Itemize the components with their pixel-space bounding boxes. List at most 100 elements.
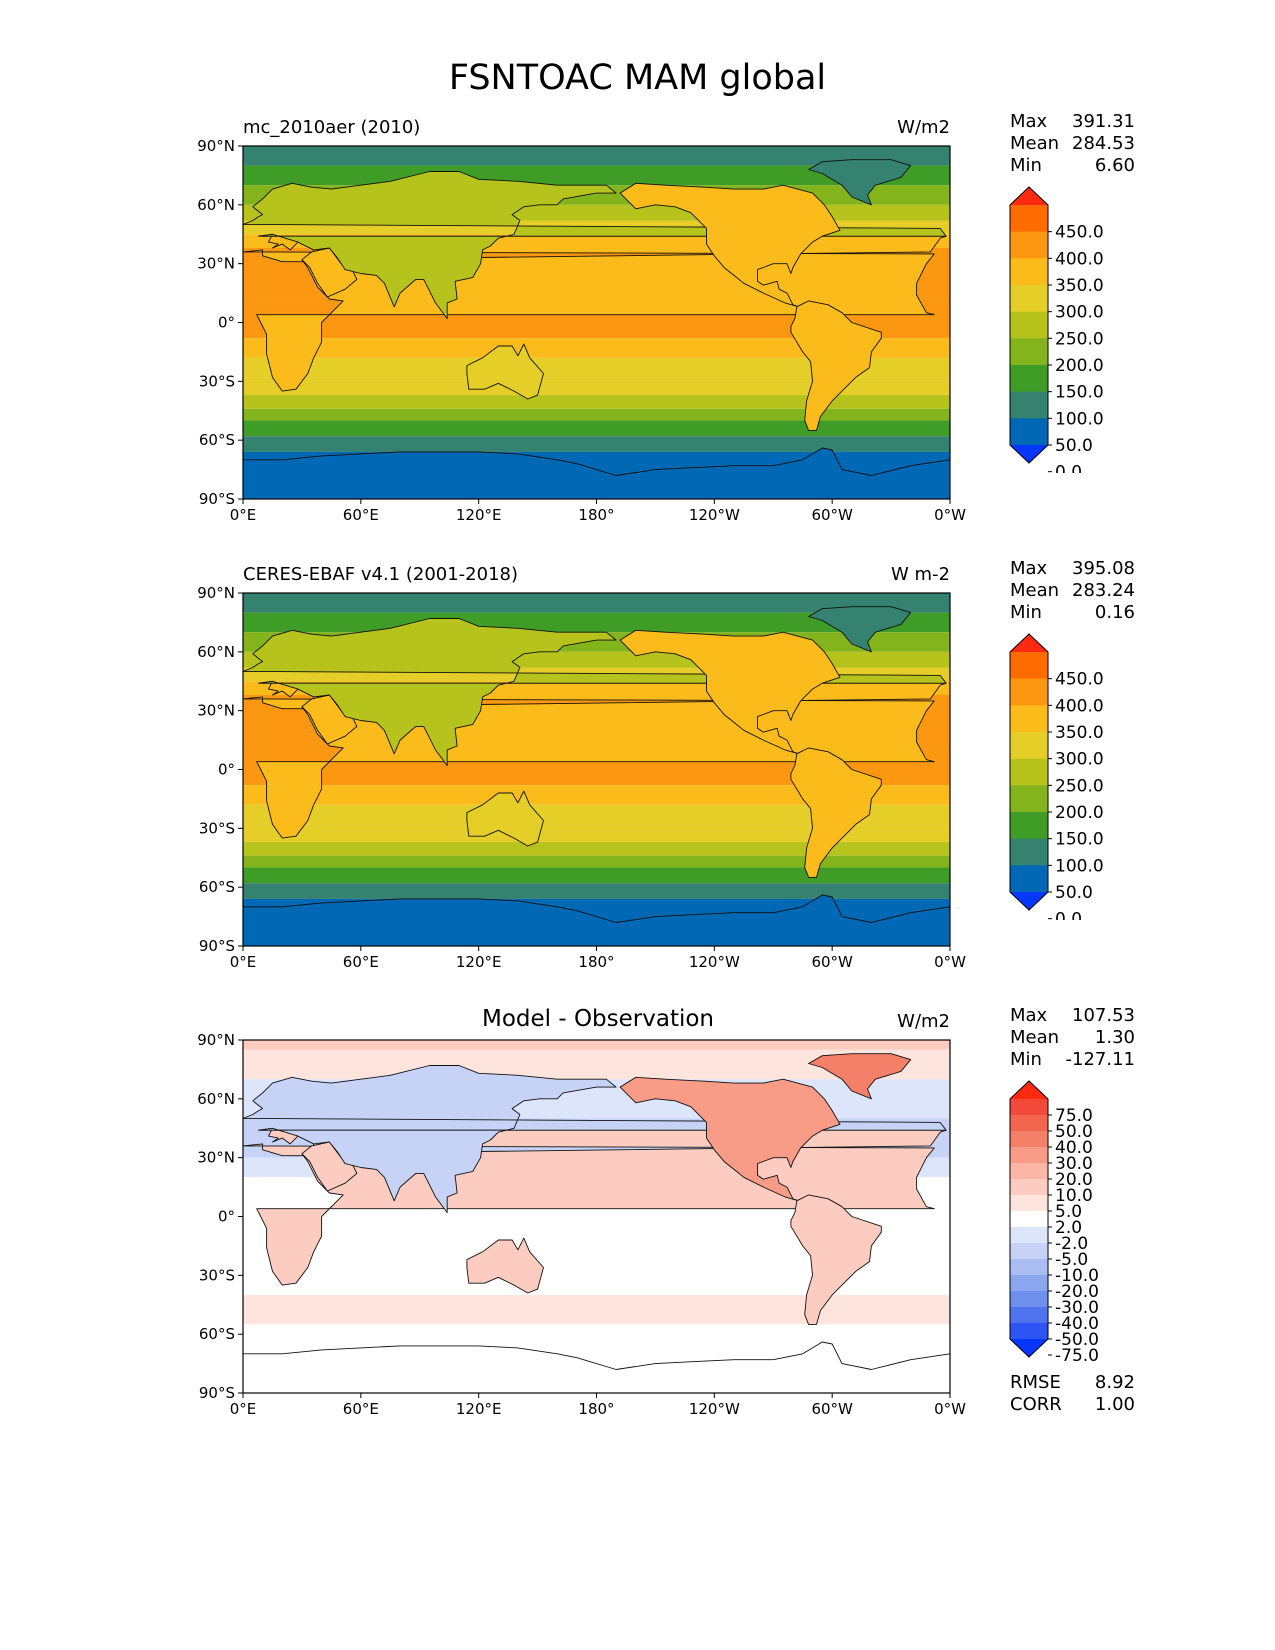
colorbar-segment: [1010, 1147, 1048, 1164]
colorbar-label: -10.0: [1055, 1266, 1099, 1286]
colorbar-segment: [1010, 1211, 1048, 1228]
colorbar-label: -75.0: [1055, 1346, 1099, 1366]
colorbar-label: -40.0: [1055, 1314, 1099, 1334]
colorbar-label: 150.0: [1055, 830, 1104, 850]
coastline: [790, 747, 882, 878]
stat-label: Mean: [1010, 133, 1060, 154]
x-tick-label: 180°: [578, 953, 614, 971]
colorbar-label: 400.0: [1055, 249, 1104, 269]
x-tick-label: 0°E: [230, 506, 257, 524]
coastline: [808, 159, 912, 206]
colorbar-segment: [1010, 391, 1048, 419]
field-band: [243, 146, 950, 166]
x-tick-label: 180°: [578, 506, 614, 524]
panel-2-map: 0°E 60°E 120°E 180° 120°W 60°W 0°W 90°N 60°N 30°N…: [197, 587, 966, 971]
field-band: [243, 436, 950, 452]
colorbar-segment: [1010, 732, 1048, 760]
colorbar-extend-bottom: [1010, 1339, 1048, 1357]
colorbar-label: 350.0: [1055, 276, 1104, 296]
colorbar-segment: [1010, 705, 1048, 733]
x-tick-label: 0°W: [934, 1400, 966, 1418]
field-band: [243, 867, 950, 884]
field-band: [243, 593, 950, 613]
colorbar-label: -2.0: [1055, 1234, 1088, 1254]
colorbar-segment: [1010, 1179, 1048, 1196]
y-tick-label: 90°N: [197, 140, 235, 155]
x-tick-label: 120°W: [689, 506, 740, 524]
colorbar-segment: [1010, 1163, 1048, 1180]
colorbar-label: -20.0: [1055, 1282, 1099, 1302]
coastline: [619, 182, 841, 308]
x-tick-label: 180°: [578, 1400, 614, 1418]
stat-value: 395.08: [1072, 558, 1135, 579]
stat-value: -127.11: [1065, 1049, 1135, 1070]
colorbar-segment: [1010, 205, 1048, 233]
y-tick-label: 60°N: [197, 643, 235, 661]
colorbar-segment: [1010, 1099, 1048, 1116]
stat-value: 391.31: [1072, 111, 1135, 132]
coastline: [466, 1237, 544, 1294]
colorbar-segment: [1010, 1275, 1048, 1292]
field-band: [243, 357, 950, 378]
coastline: [301, 247, 358, 298]
field-band: [243, 420, 950, 437]
x-tick-label: 120°W: [689, 953, 740, 971]
x-tick-label: 60°W: [811, 1400, 853, 1418]
y-tick-label: 60°S: [199, 878, 235, 896]
colorbar-label: 20.0: [1055, 1170, 1093, 1190]
colorbar-extend-top: [1010, 187, 1048, 205]
panel-1-colorbar: 450.0 400.0 350.0 300.0 250.0 200.0 150.0 100.0…: [1009, 186, 1104, 473]
colorbar-segment: [1010, 311, 1048, 339]
x-tick-label: 120°E: [456, 953, 502, 971]
colorbar-label: 0.0: [1055, 463, 1082, 473]
coastline: [790, 300, 882, 431]
field-band: [243, 804, 950, 825]
colorbar-label: 300.0: [1055, 750, 1104, 770]
field-band: [243, 1294, 950, 1325]
panel-2-units: W m-2: [890, 564, 950, 585]
colorbar-segment: [1010, 865, 1048, 893]
colorbar-label: 250.0: [1055, 776, 1104, 796]
y-tick-label: 90°S: [199, 1384, 235, 1402]
colorbar-label: 450.0: [1055, 223, 1104, 243]
stat-label: Max: [1010, 111, 1048, 132]
y-tick-label: 90°N: [197, 587, 235, 602]
x-tick-label: 0°E: [230, 1400, 257, 1418]
colorbar-label: 400.0: [1055, 696, 1104, 716]
stat-value: 1.30: [1094, 1027, 1135, 1048]
stat-label: Mean: [1010, 580, 1060, 601]
colorbar-segment: [1010, 231, 1048, 259]
panel-3-colorbar: 75.050.040.030.020.010.05.02.0-2.0-5.0-1…: [1009, 1080, 1099, 1366]
coastline: [619, 629, 841, 755]
x-tick-label: 0°E: [230, 953, 257, 971]
stat-value: 284.53: [1072, 133, 1135, 154]
coastline: [808, 1053, 912, 1100]
field-band: [243, 377, 950, 396]
colorbar-segment: [1010, 1307, 1048, 1324]
x-tick-label: 120°E: [456, 506, 502, 524]
coastline: [619, 1076, 841, 1202]
colorbar-extend-top: [1010, 634, 1048, 652]
y-tick-label: 90°S: [199, 490, 235, 508]
x-tick-label: 60°W: [811, 953, 853, 971]
colorbar-label: 50.0: [1055, 1122, 1093, 1142]
coastline: [301, 1141, 358, 1192]
field-band: [243, 824, 950, 843]
colorbar-segment: [1010, 1115, 1048, 1132]
y-tick-label: 30°S: [199, 1266, 235, 1284]
colorbar-segment: [1010, 285, 1048, 313]
y-tick-label: 30°S: [199, 372, 235, 390]
colorbar-label: 300.0: [1055, 303, 1104, 323]
stat-label: Mean: [1010, 1027, 1060, 1048]
colorbar-label: -5.0: [1055, 1250, 1088, 1270]
colorbar-label: 450.0: [1055, 670, 1104, 690]
x-tick-label: 0°W: [934, 953, 966, 971]
colorbar-segment: [1010, 1131, 1048, 1148]
coastline: [301, 694, 358, 745]
colorbar-label: 200.0: [1055, 356, 1104, 376]
x-tick-label: 120°W: [689, 1400, 740, 1418]
coastline: [242, 447, 951, 500]
coastline: [242, 1341, 951, 1394]
map-fields: [242, 146, 951, 500]
field-band: [243, 408, 950, 421]
